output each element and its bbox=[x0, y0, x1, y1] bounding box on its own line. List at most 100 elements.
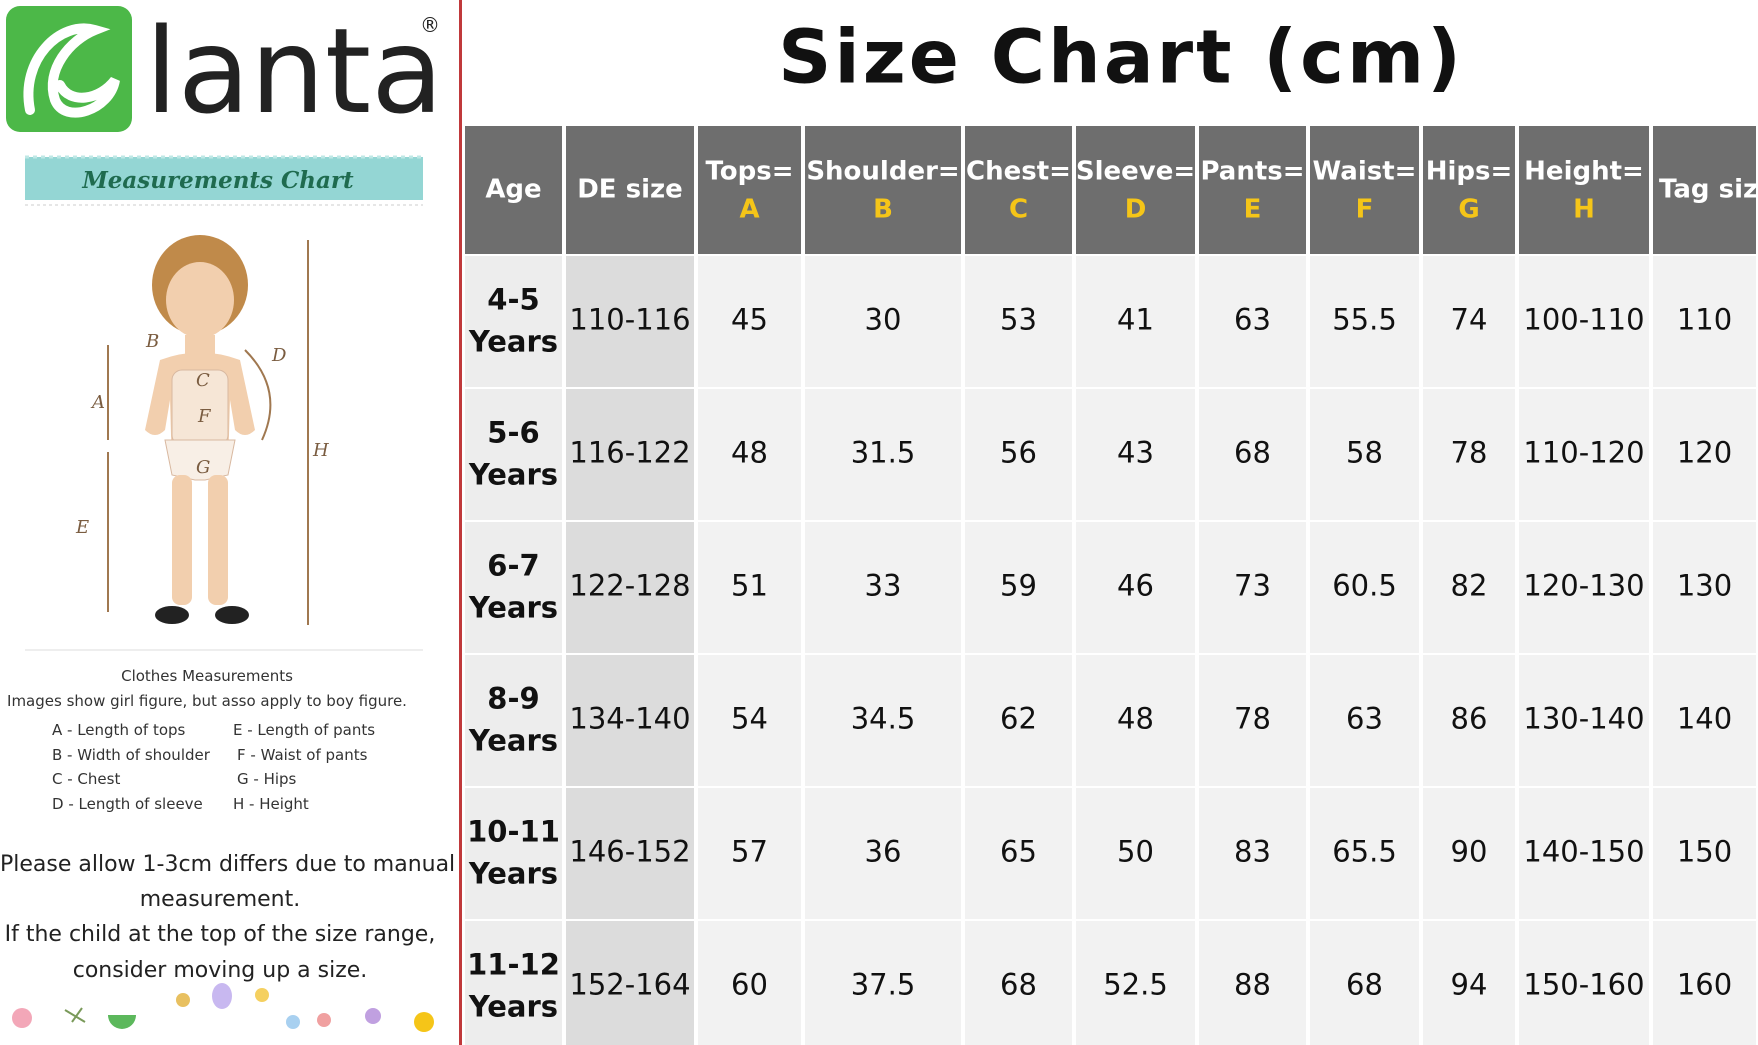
banner-text: Measurements Chart bbox=[81, 167, 354, 194]
cell-bg bbox=[1423, 655, 1515, 786]
cell-value: 48 bbox=[731, 436, 768, 470]
cell-bg bbox=[465, 655, 562, 786]
cell-value: 134-140 bbox=[569, 702, 690, 736]
cell-bg bbox=[1653, 788, 1756, 919]
cell-value: 94 bbox=[1451, 968, 1488, 1002]
left-panel: lanta ® Measurements Chart A B C D bbox=[0, 0, 460, 1045]
legend-item: F - Waist of pants bbox=[237, 746, 368, 764]
cell-value: 73 bbox=[1234, 569, 1271, 603]
cell-value: 62 bbox=[1000, 702, 1037, 736]
age-unit: Years bbox=[468, 325, 558, 359]
cell-bg bbox=[1519, 788, 1649, 919]
cell-bg bbox=[1310, 788, 1419, 919]
cell-bg bbox=[1076, 921, 1195, 1045]
cell-value: 60.5 bbox=[1332, 569, 1397, 603]
cell-bg bbox=[465, 389, 562, 520]
header-letter: A bbox=[739, 195, 759, 225]
header-letter: E bbox=[1244, 195, 1262, 225]
cell-bg bbox=[1310, 655, 1419, 786]
cell-value: 52.5 bbox=[1103, 968, 1168, 1002]
cell-value: 59 bbox=[1000, 569, 1037, 603]
banner bbox=[25, 157, 423, 200]
cell-bg bbox=[566, 389, 694, 520]
logo-swirl bbox=[23, 23, 120, 118]
header-name: Tops= bbox=[705, 157, 793, 187]
header-letter: G bbox=[1458, 195, 1479, 225]
cell-value: 110 bbox=[1677, 303, 1732, 337]
age-unit: Years bbox=[468, 724, 558, 758]
cell-bg bbox=[1076, 788, 1195, 919]
cell-value: 82 bbox=[1451, 569, 1488, 603]
cell-value: 88 bbox=[1234, 968, 1271, 1002]
cell-bg bbox=[566, 921, 694, 1045]
cell-bg bbox=[805, 788, 961, 919]
cell-bg bbox=[465, 788, 562, 919]
cell-bg bbox=[465, 921, 562, 1045]
cell-value: 57 bbox=[731, 835, 768, 869]
cell-bg bbox=[1076, 256, 1195, 387]
cell-bg bbox=[805, 389, 961, 520]
cell-value: 31.5 bbox=[851, 436, 916, 470]
header-cell bbox=[1076, 126, 1195, 254]
cell-value: 116-122 bbox=[569, 436, 690, 470]
figure-label: C bbox=[196, 370, 210, 391]
header-cell bbox=[805, 126, 961, 254]
legend-item: G - Hips bbox=[237, 770, 297, 788]
cell-value: 130 bbox=[1677, 569, 1732, 603]
decor-icons bbox=[12, 983, 434, 1032]
age-unit: Years bbox=[468, 990, 558, 1024]
cell-bg bbox=[698, 522, 801, 653]
legend-subtitle: Images show girl figure, but asso apply … bbox=[7, 692, 407, 710]
note-line: measurement. bbox=[139, 887, 301, 912]
figure-label: B bbox=[145, 331, 159, 352]
cell-value: 65 bbox=[1000, 835, 1037, 869]
cell-value: 68 bbox=[1234, 436, 1271, 470]
cell-value: 120 bbox=[1677, 436, 1732, 470]
figure-label: A bbox=[90, 392, 105, 413]
cell-bg bbox=[698, 389, 801, 520]
header-name: Height= bbox=[1524, 157, 1644, 187]
cell-bg bbox=[1653, 522, 1756, 653]
cell-bg bbox=[566, 788, 694, 919]
header-cell bbox=[1310, 126, 1419, 254]
age-unit: Years bbox=[468, 591, 558, 625]
cell-value: 56 bbox=[1000, 436, 1037, 470]
cell-bg bbox=[1310, 256, 1419, 387]
cell-bg bbox=[1519, 655, 1649, 786]
note-line: If the child at the top of the size rang… bbox=[4, 922, 436, 947]
table-title: Size Chart (cm) bbox=[778, 15, 1464, 101]
cell-bg bbox=[566, 522, 694, 653]
cell-value: 90 bbox=[1451, 835, 1488, 869]
header-name: Age bbox=[485, 175, 541, 205]
header-letter: D bbox=[1125, 195, 1147, 225]
cell-value: 53 bbox=[1000, 303, 1037, 337]
cell-bg bbox=[1423, 921, 1515, 1045]
header-name: Waist= bbox=[1313, 157, 1417, 187]
cell-bg bbox=[1423, 389, 1515, 520]
age-range: 4-5 bbox=[487, 283, 539, 317]
cell-bg bbox=[465, 256, 562, 387]
age-range: 11-12 bbox=[467, 948, 560, 982]
legend-item: B - Width of shoulder bbox=[52, 746, 210, 764]
cell-bg bbox=[566, 256, 694, 387]
cell-bg bbox=[805, 655, 961, 786]
cell-bg bbox=[1653, 389, 1756, 520]
cell-bg bbox=[1199, 389, 1306, 520]
cell-value: 140 bbox=[1677, 702, 1732, 736]
cell-bg bbox=[1310, 389, 1419, 520]
figure-label: H bbox=[312, 440, 329, 461]
cell-bg bbox=[1653, 921, 1756, 1045]
header-cell bbox=[698, 126, 801, 254]
header-letter: C bbox=[1009, 195, 1028, 225]
header-name: DE size bbox=[577, 175, 683, 205]
size-table: Size Chart (cm) Age DE size Tops= A Shoulder… bbox=[465, 15, 1758, 1045]
cell-value: 58 bbox=[1346, 436, 1383, 470]
header-name: Hips= bbox=[1426, 157, 1513, 187]
cell-bg bbox=[805, 522, 961, 653]
cell-bg bbox=[965, 655, 1072, 786]
cell-value: 140-150 bbox=[1523, 835, 1644, 869]
cell-value: 48 bbox=[1117, 702, 1154, 736]
header-cell bbox=[566, 126, 694, 254]
cell-bg bbox=[1519, 921, 1649, 1045]
